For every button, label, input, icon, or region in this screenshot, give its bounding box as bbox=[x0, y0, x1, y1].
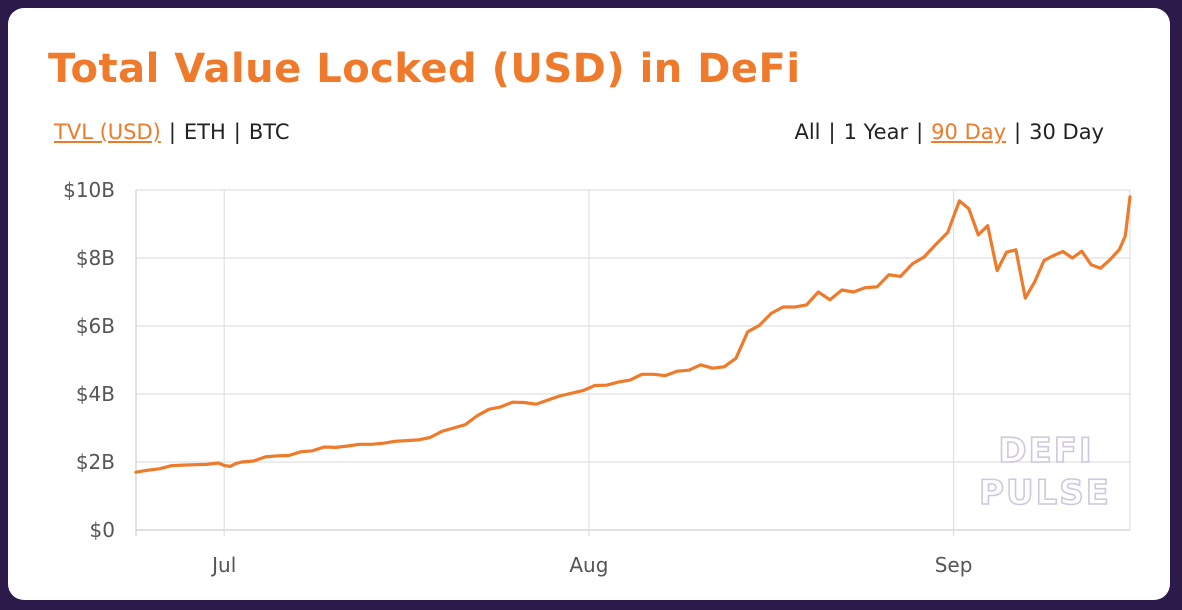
tab-1-year[interactable]: 1 Year bbox=[843, 120, 909, 144]
page-title: Total Value Locked (USD) in DeFi bbox=[48, 46, 801, 92]
tab-separator: | bbox=[168, 120, 176, 144]
tab-separator: | bbox=[916, 120, 924, 144]
tab-eth[interactable]: ETH bbox=[183, 120, 226, 144]
y-tick-label: $0 bbox=[90, 518, 115, 542]
watermark-line-2: PULSE bbox=[979, 473, 1111, 513]
tvl-line-chart: $0 $2B $4B $6B $8B $10B Jul Aug Sep DEFI PULSE bbox=[63, 178, 1132, 577]
y-tick-label: $4B bbox=[76, 382, 115, 406]
y-tick-label: $10B bbox=[63, 178, 115, 202]
y-tick-label: $6B bbox=[76, 314, 115, 338]
tab-all[interactable]: All bbox=[794, 120, 821, 144]
x-tick-label: Aug bbox=[569, 553, 608, 577]
series-line-tvl bbox=[134, 195, 1132, 474]
chart-grid bbox=[135, 189, 1131, 536]
range-tabs: All | 1 Year | 90 Day | 30 Day bbox=[794, 120, 1104, 144]
x-tick-label: Sep bbox=[935, 553, 973, 577]
metric-tabs: TVL (USD) | ETH | BTC bbox=[54, 120, 290, 144]
y-tick-label: $8B bbox=[76, 246, 115, 270]
tab-separator: | bbox=[828, 120, 836, 144]
tab-separator: | bbox=[233, 120, 241, 144]
tab-tvl-usd[interactable]: TVL (USD) bbox=[54, 120, 161, 144]
series-group bbox=[134, 195, 1132, 474]
tab-90-day[interactable]: 90 Day bbox=[931, 120, 1007, 144]
x-tick-label: Jul bbox=[210, 553, 236, 577]
chart-card: Total Value Locked (USD) in DeFi TVL (US… bbox=[8, 8, 1170, 600]
x-axis: Jul Aug Sep bbox=[210, 553, 972, 577]
defi-pulse-watermark: DEFI PULSE bbox=[978, 430, 1111, 514]
tab-separator: | bbox=[1014, 120, 1022, 144]
watermark-line-1: DEFI bbox=[998, 431, 1093, 471]
y-tick-label: $2B bbox=[76, 450, 115, 474]
tab-btc[interactable]: BTC bbox=[248, 120, 290, 144]
y-axis: $0 $2B $4B $6B $8B $10B bbox=[63, 178, 115, 542]
tab-30-day[interactable]: 30 Day bbox=[1029, 120, 1104, 144]
